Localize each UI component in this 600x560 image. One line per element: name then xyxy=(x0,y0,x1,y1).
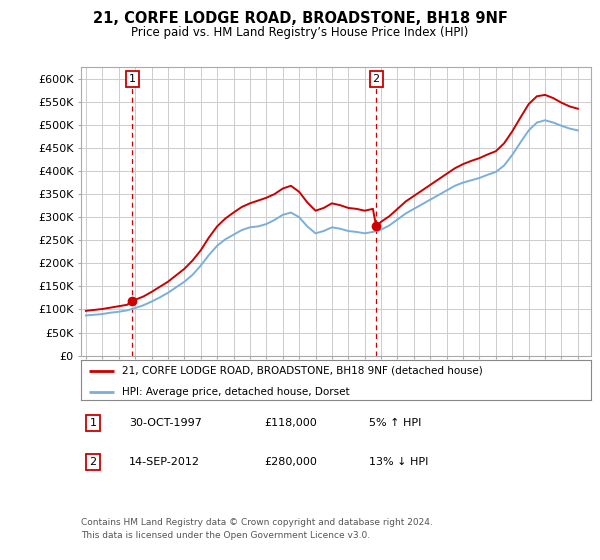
Text: 21, CORFE LODGE ROAD, BROADSTONE, BH18 9NF: 21, CORFE LODGE ROAD, BROADSTONE, BH18 9… xyxy=(92,11,508,26)
Text: Price paid vs. HM Land Registry’s House Price Index (HPI): Price paid vs. HM Land Registry’s House … xyxy=(131,26,469,39)
Text: 5% ↑ HPI: 5% ↑ HPI xyxy=(369,418,421,428)
Text: 1: 1 xyxy=(89,418,97,428)
Text: Contains HM Land Registry data © Crown copyright and database right 2024.
This d: Contains HM Land Registry data © Crown c… xyxy=(81,519,433,540)
Text: 21, CORFE LODGE ROAD, BROADSTONE, BH18 9NF (detached house): 21, CORFE LODGE ROAD, BROADSTONE, BH18 9… xyxy=(122,366,482,376)
Text: £118,000: £118,000 xyxy=(264,418,317,428)
Text: 2: 2 xyxy=(373,74,380,84)
Text: 13% ↓ HPI: 13% ↓ HPI xyxy=(369,457,428,467)
Text: 2: 2 xyxy=(89,457,97,467)
Text: 30-OCT-1997: 30-OCT-1997 xyxy=(129,418,202,428)
Text: 14-SEP-2012: 14-SEP-2012 xyxy=(129,457,200,467)
Text: 1: 1 xyxy=(129,74,136,84)
Text: HPI: Average price, detached house, Dorset: HPI: Average price, detached house, Dors… xyxy=(122,386,349,396)
Text: £280,000: £280,000 xyxy=(264,457,317,467)
